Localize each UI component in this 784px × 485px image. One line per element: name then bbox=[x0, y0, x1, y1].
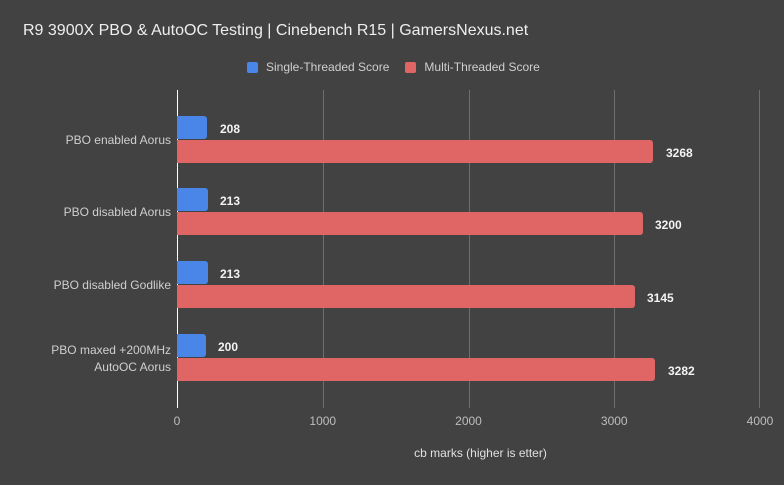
category-label: PBO enabled Aorus bbox=[66, 132, 171, 149]
value-label: 200 bbox=[218, 340, 239, 354]
value-label: 213 bbox=[220, 194, 241, 208]
gridline-2000 bbox=[468, 90, 470, 408]
value-label: 3268 bbox=[666, 146, 693, 160]
bar-single-threaded bbox=[177, 188, 208, 211]
category-label-line: AutoOC Aorus bbox=[94, 360, 171, 374]
gridline-4000 bbox=[759, 90, 760, 408]
bar-single-threaded bbox=[177, 334, 207, 357]
bar-multi-threaded bbox=[177, 212, 644, 235]
x-tick: 1000 bbox=[309, 414, 337, 428]
bar-single-threaded bbox=[177, 116, 208, 139]
legend-item-single-threaded: Single-Threaded Score bbox=[247, 60, 389, 74]
category-label-line: PBO maxed +200MHz bbox=[51, 343, 171, 357]
value-label: 3282 bbox=[668, 364, 695, 378]
x-tick: 0 bbox=[173, 414, 181, 428]
legend-swatch-blue-icon bbox=[247, 61, 258, 73]
category-label-line: PBO enabled Aorus bbox=[65, 133, 171, 147]
legend-label: Multi-Threaded Score bbox=[424, 60, 540, 74]
bar-multi-threaded bbox=[177, 285, 636, 308]
value-label: 213 bbox=[220, 267, 241, 281]
gridline-0 bbox=[177, 90, 178, 408]
x-axis-title-wrap: cb marks (higher is etter) bbox=[0, 446, 784, 460]
x-tick: 4000 bbox=[746, 414, 774, 428]
bar-multi-threaded bbox=[177, 140, 654, 163]
x-axis-title: cb marks (higher is etter) bbox=[414, 446, 547, 460]
value-label: 3200 bbox=[655, 218, 682, 232]
legend-item-multi-threaded: Multi-Threaded Score bbox=[405, 60, 540, 74]
gridline-1000 bbox=[322, 90, 324, 408]
category-label: PBO disabled Aorus bbox=[64, 204, 171, 221]
legend-label: Single-Threaded Score bbox=[266, 60, 390, 74]
category-label-line: PBO disabled Godlike bbox=[53, 278, 171, 292]
value-label: 208 bbox=[220, 122, 241, 136]
gridline-3000 bbox=[614, 90, 616, 408]
x-tick: 3000 bbox=[600, 414, 628, 428]
chart-title: R9 3900X PBO & AutoOC Testing | Cinebenc… bbox=[23, 22, 529, 39]
x-tick: 2000 bbox=[455, 414, 482, 428]
legend-swatch-red-icon bbox=[405, 61, 417, 73]
plot-area: 208 3268 213 3200 213 3145 200 3282 bbox=[177, 90, 760, 408]
value-label: 3145 bbox=[647, 291, 674, 305]
bar-single-threaded bbox=[177, 261, 208, 284]
category-label: PBO maxed +200MHz AutoOC Aorus bbox=[51, 342, 171, 376]
bar-multi-threaded bbox=[177, 358, 656, 381]
category-label-line: PBO disabled Aorus bbox=[63, 205, 171, 219]
legend: Single-Threaded Score Multi-Threaded Sco… bbox=[247, 60, 556, 74]
category-label: PBO disabled Godlike bbox=[54, 277, 171, 294]
